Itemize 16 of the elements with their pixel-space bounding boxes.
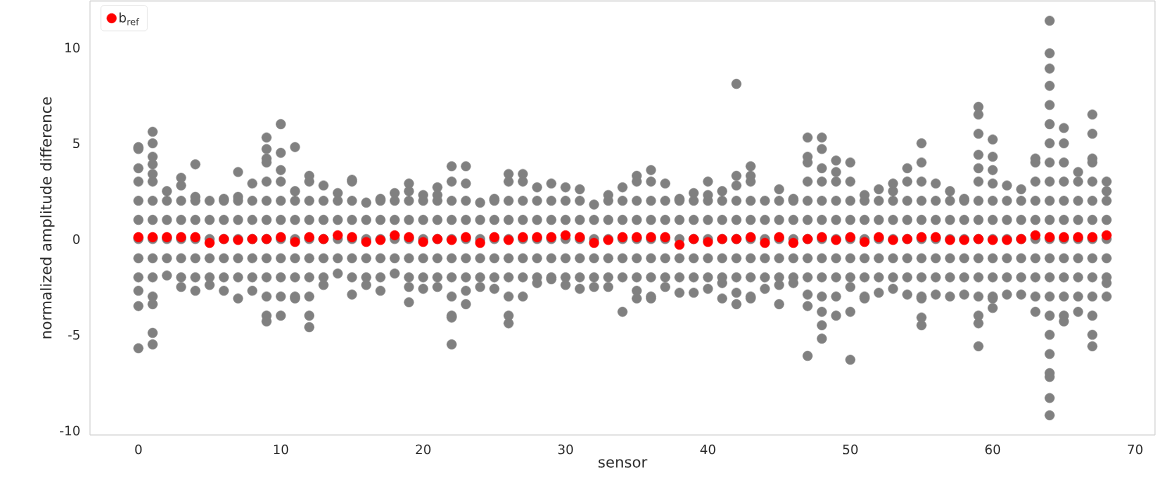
y-tick-label: 0: [73, 234, 80, 244]
y-axis-title: normalized amplitude difference: [40, 97, 55, 339]
x-tick-label: 20: [415, 444, 431, 455]
x-axis-title: sensor: [598, 459, 648, 468]
x-tick-label: 60: [985, 444, 1001, 455]
y-tick-label: -10: [59, 425, 80, 436]
legend-label: b$_{ref}$: [119, 12, 140, 26]
x-tick-label: 70: [1127, 444, 1143, 455]
x-tick-label: 50: [843, 444, 858, 455]
y-tick-label: 10: [65, 42, 80, 53]
y-tick-label: 5: [73, 138, 80, 149]
x-tick-label: 0: [135, 444, 142, 455]
x-tick-label: 40: [700, 444, 716, 455]
y-tick-label: -5: [68, 330, 80, 340]
x-tick-label: 10: [273, 444, 289, 455]
x-tick-label: 30: [558, 444, 573, 455]
